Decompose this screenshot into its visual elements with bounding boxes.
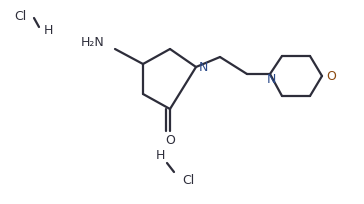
Text: Cl: Cl — [14, 10, 26, 23]
Text: Cl: Cl — [182, 174, 194, 187]
Text: O: O — [326, 70, 336, 83]
Text: N: N — [198, 61, 208, 74]
Text: O: O — [165, 134, 175, 147]
Text: N: N — [266, 73, 276, 86]
Text: H: H — [155, 149, 165, 162]
Text: H₂N: H₂N — [81, 35, 105, 48]
Text: H: H — [43, 24, 53, 37]
